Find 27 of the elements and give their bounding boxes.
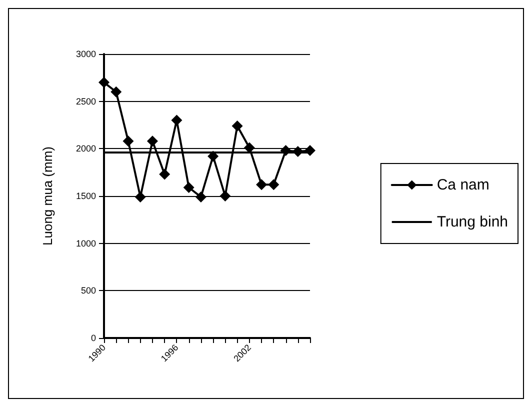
y-axis-title: Luong mua (mm) bbox=[40, 146, 55, 246]
point bbox=[208, 150, 219, 162]
point bbox=[146, 136, 158, 147]
point bbox=[292, 146, 304, 158]
point bbox=[195, 191, 206, 202]
y-tick-label: 3000 bbox=[76, 49, 96, 59]
y-tick-label: 500 bbox=[80, 286, 96, 296]
point bbox=[220, 190, 231, 202]
y-tick-label: 2500 bbox=[76, 96, 96, 106]
y-tick-label: 0 bbox=[90, 333, 96, 343]
y-tick-label: 1000 bbox=[76, 238, 96, 248]
y-tick-label: 2000 bbox=[76, 144, 96, 154]
point bbox=[304, 145, 316, 156]
point bbox=[268, 179, 280, 190]
point bbox=[122, 136, 134, 147]
point bbox=[256, 179, 268, 190]
point bbox=[171, 114, 182, 126]
point bbox=[110, 86, 122, 98]
point bbox=[183, 182, 194, 193]
point bbox=[134, 191, 146, 202]
point bbox=[232, 120, 243, 132]
y-tick-label: 1500 bbox=[76, 191, 96, 201]
point bbox=[280, 145, 292, 156]
legend-label: Trung binh bbox=[436, 214, 508, 230]
point bbox=[159, 168, 170, 180]
point bbox=[98, 76, 110, 88]
legend-label: Ca nam bbox=[436, 176, 490, 194]
